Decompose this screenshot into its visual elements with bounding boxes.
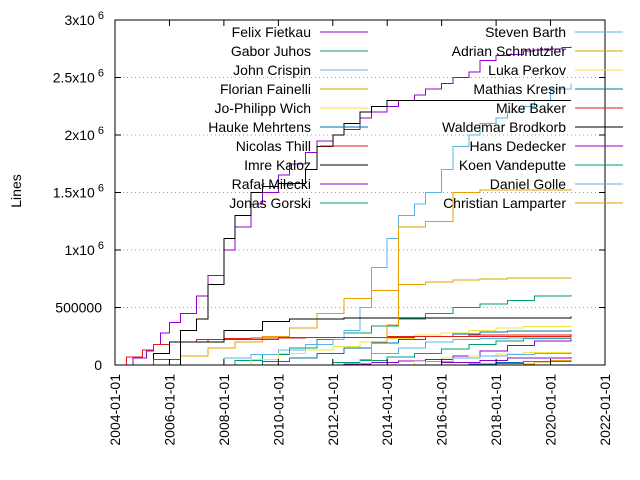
legend-label: Felix Fietkau [232,24,311,40]
y-tick-label: 0 [94,357,102,373]
legend: Felix Fietkau Gabor Juhos John Crispin Flor… [208,24,623,211]
series-line [344,189,572,366]
x-tick-label: 2022-01-01 [597,374,613,446]
legend-label: Rafał Miłecki [232,176,311,192]
legend-label: Hauke Mehrtens [208,119,311,135]
x-tick-label: 2020-01-01 [543,374,559,446]
x-tick-label: 2006-01-01 [161,374,177,446]
series-line [305,336,572,366]
series-line [507,359,572,366]
series-line [196,83,572,366]
legend-label: Hans Dedecker [470,138,567,154]
x-tick-label: 2008-01-01 [216,374,232,446]
series-line [344,337,572,366]
y-axis-label: Lines [8,174,24,207]
legend-label: Nicolas Thill [236,138,311,154]
y-tick-label: 1x10 6 [64,240,104,258]
legend-label: Waldemar Brodkorb [442,119,566,135]
series-line [235,329,572,366]
legend-label: Koen Vandeputte [459,157,566,173]
legend-label: Mathias Kresin [473,81,566,97]
series-line [126,100,571,366]
y-tick-label: 1.5x10 6 [53,183,104,201]
series-line [387,351,572,366]
legend-label: Jo-Philipp Wich [215,100,311,116]
legend-label: Florian Fainelli [220,81,311,97]
legend-label: Jonas Gorski [229,195,311,211]
y-tick-label: 500000 [55,300,102,316]
x-tick-label: 2012-01-01 [325,374,341,446]
legend-label: Imre Kaloz [244,157,311,173]
x-tick-label: 2016-01-01 [434,374,450,446]
x-tick-label: 2014-01-01 [379,374,395,446]
legend-label: Gabor Juhos [231,43,311,59]
legend-label: Adrian Schmutzler [452,43,567,59]
series-line [153,277,572,366]
y-axis-ticks: 0 500000 1x10 6 1.5x10 6 2x10 6 2.5x10 6 3x10 … [53,10,605,373]
x-tick-label: 2010-01-01 [270,374,286,446]
legend-label: Mike Baker [496,100,566,116]
x-axis-ticks: 2004-01-01 2006-01-01 2008-01-01 2010-01-01… [107,20,613,446]
series-line [398,352,572,366]
legend-label: Christian Lamparter [443,195,566,211]
legend-label: Daniel Golle [490,176,566,192]
legend-label: Luka Perkov [488,62,566,78]
series-line [142,335,572,366]
y-tick-label: 2x10 6 [64,125,104,143]
x-tick-label: 2018-01-01 [488,374,504,446]
series-layer [115,46,572,366]
x-tick-label: 2004-01-01 [107,374,123,446]
legend-label: John Crispin [233,62,311,78]
y-tick-label: 2.5x10 6 [53,68,104,86]
legend-label: Steven Barth [485,24,566,40]
series-line [153,316,572,366]
y-tick-label: 3x10 6 [64,10,104,28]
